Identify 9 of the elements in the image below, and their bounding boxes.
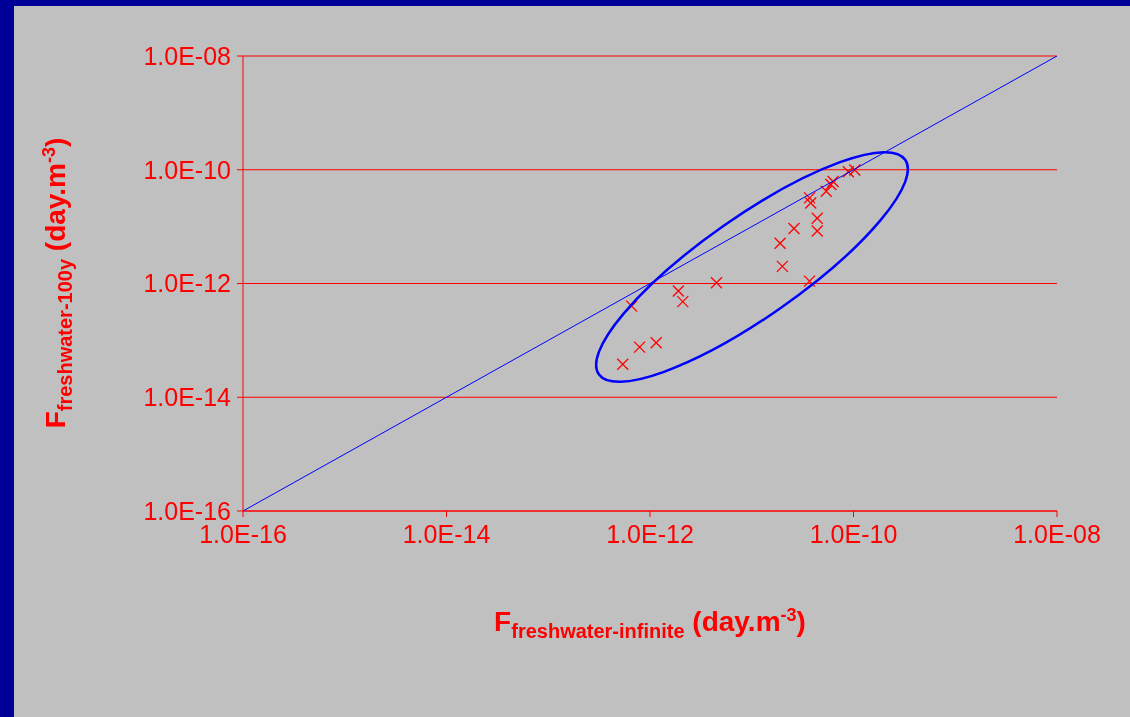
y-tick-label: 1.0E-08 bbox=[143, 41, 231, 70]
x-tick-label: 1.0E-08 bbox=[1013, 519, 1101, 548]
x-tick-label: 1.0E-14 bbox=[402, 519, 491, 548]
y-tick-label: 1.0E-12 bbox=[143, 269, 231, 298]
y-tick-label: 1.0E-10 bbox=[143, 155, 231, 184]
x-tick-label: 1.0E-12 bbox=[606, 519, 694, 548]
x-tick-label: 1.0E-10 bbox=[809, 519, 898, 548]
x-axis-title: F$_{freshwater-infinite}$ (day.m$^{-3}$) bbox=[493, 605, 807, 643]
y-tick-label: 1.0E-14 bbox=[143, 383, 232, 412]
